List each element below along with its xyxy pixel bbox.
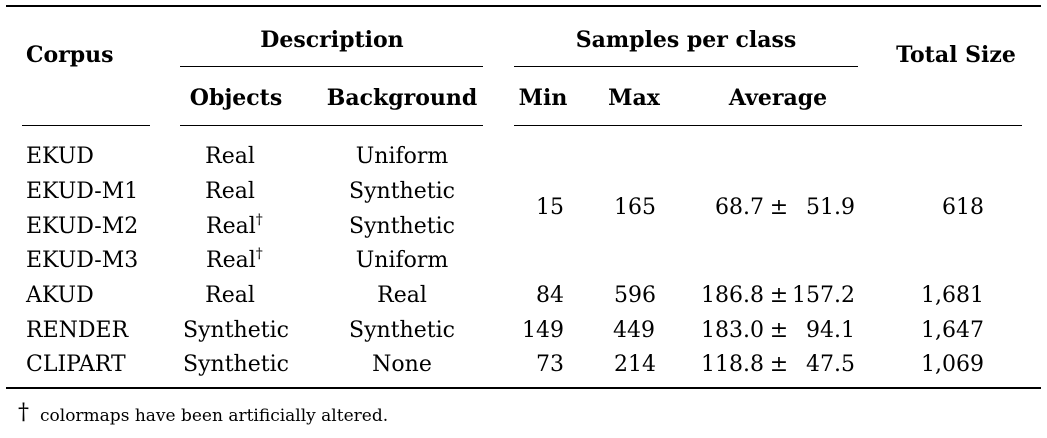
row-background: Synthetic (349, 318, 455, 343)
cell-average-pm: ± (769, 283, 789, 308)
corpus-header-rule (22, 125, 150, 126)
cell-average-pm: ± (769, 318, 789, 343)
cell-min: 73 (536, 352, 564, 377)
row-corpus: CLIPART (26, 352, 126, 377)
cell-average-sd: 51.9 (806, 195, 855, 220)
row-objects: Real (205, 144, 255, 169)
bottom-rule (6, 387, 1041, 389)
row-corpus: EKUD-M1 (26, 179, 139, 204)
cell-max: 596 (614, 283, 656, 308)
cell-min: 15 (536, 195, 564, 220)
row-objects: Real† (206, 246, 263, 273)
cell-max: 214 (614, 352, 656, 377)
header-corpus: Corpus (26, 42, 114, 68)
row-objects: Real (205, 179, 255, 204)
row-corpus: AKUD (26, 283, 94, 308)
cell-average-pm: ± (769, 352, 789, 377)
description-header-rule (180, 125, 483, 126)
cell-average-mean: 186.8 (701, 283, 764, 308)
row-background: Synthetic (349, 179, 455, 204)
header-min: Min (518, 85, 568, 111)
row-background: Synthetic (349, 214, 455, 239)
row-objects: Synthetic (183, 352, 289, 377)
cell-max: 449 (613, 318, 655, 343)
header-objects: Objects (189, 85, 283, 111)
cell-total: 618 (942, 195, 984, 220)
footnote-mark: † (18, 400, 29, 425)
cell-total: 1,647 (921, 318, 984, 343)
row-corpus: EKUD-M2 (26, 214, 139, 239)
row-background: Real (377, 283, 427, 308)
cell-average-mean: 118.8 (701, 352, 764, 377)
cell-average-mean: 68.7 (715, 195, 764, 220)
cell-average-mean: 183.0 (701, 318, 764, 343)
row-corpus: EKUD (26, 144, 94, 169)
cell-min: 149 (522, 318, 564, 343)
row-background: Uniform (355, 144, 449, 169)
row-corpus: EKUD-M3 (26, 248, 139, 273)
cell-min: 84 (536, 283, 564, 308)
header-samples-per-class: Samples per class (575, 27, 797, 53)
row-objects: Synthetic (183, 318, 289, 343)
footnote-text: colormaps have been artificially altered… (40, 406, 389, 426)
header-total-size: Total Size (896, 42, 1016, 68)
samples-underline (514, 66, 858, 67)
cell-average-sd: 94.1 (806, 318, 855, 343)
row-objects: Real† (206, 212, 263, 239)
row-background: Uniform (355, 248, 449, 273)
cell-average-sd: 47.5 (806, 352, 855, 377)
cell-average-sd: 157.2 (792, 283, 855, 308)
header-background: Background (326, 85, 478, 111)
description-underline (180, 66, 483, 67)
cell-total: 1,681 (921, 283, 984, 308)
samples-header-rule (514, 125, 1022, 126)
cell-max: 165 (614, 195, 656, 220)
header-description: Description (260, 27, 404, 53)
top-rule (6, 5, 1041, 7)
row-background: None (372, 352, 432, 377)
row-corpus: RENDER (26, 318, 129, 343)
cell-average-pm: ± (769, 195, 789, 220)
cell-total: 1,069 (921, 352, 984, 377)
row-objects: Real (205, 283, 255, 308)
header-max: Max (608, 85, 660, 111)
header-average: Average (728, 85, 828, 111)
